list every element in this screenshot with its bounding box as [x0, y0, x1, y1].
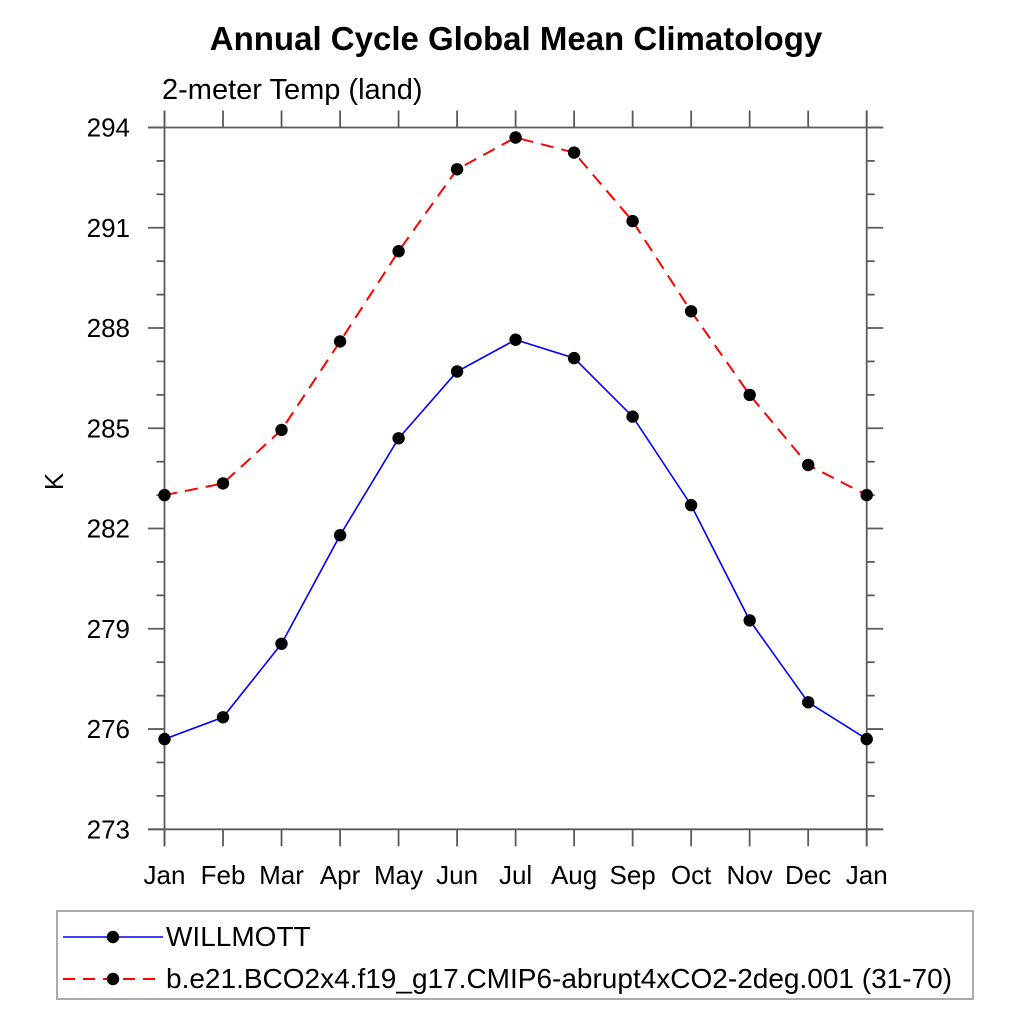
data-point: [216, 711, 230, 724]
x-tick-label: Mar: [259, 860, 304, 890]
data-point: [743, 614, 756, 627]
data-point: [743, 388, 756, 402]
x-tick-label: Jul: [499, 860, 532, 890]
data-point: [860, 488, 873, 502]
y-tick-label: 294: [87, 113, 130, 143]
data-point: [275, 637, 288, 650]
y-tick-label: 279: [87, 614, 130, 644]
series-line-1: [164, 136, 868, 497]
legend-line-sample-red-dashed-icon: [63, 972, 163, 986]
legend-sample-marker: [106, 972, 120, 986]
data-point: [275, 423, 288, 437]
legend-label: b.e21.BCO2x4.f19_g17.CMIP6-abrupt4xCO2-2…: [166, 963, 953, 994]
data-point: [392, 245, 405, 258]
data-point: [509, 131, 522, 144]
data-point: [802, 458, 815, 472]
x-tick-label: Aug: [551, 860, 597, 890]
legend-sample-marker: [106, 930, 120, 944]
y-tick-label: 273: [87, 814, 130, 844]
data-point: [509, 333, 522, 346]
x-tick-label: Oct: [671, 860, 712, 890]
data-point: [626, 214, 639, 228]
chart-title: Annual Cycle Global Mean Climatology: [209, 20, 823, 57]
data-point: [684, 498, 698, 512]
data-point: [333, 335, 347, 348]
legend-item-model: b.e21.BCO2x4.f19_g17.CMIP6-abrupt4xCO2-2…: [61, 965, 952, 993]
y-tick-label: 291: [87, 213, 130, 243]
y-tick-label: 285: [87, 413, 130, 443]
x-tick-label: Nov: [727, 860, 773, 890]
data-point: [450, 163, 464, 176]
data-point: [216, 477, 230, 490]
legend: WILLMOTT b.e21.BCO2x4.f19_g17.CMIP6-abru…: [56, 910, 974, 1000]
y-tick-label: 276: [87, 714, 130, 744]
legend-label: WILLMOTT: [166, 921, 311, 952]
x-tick-label: Jan: [846, 860, 888, 890]
y-tick-label: 282: [87, 514, 130, 544]
data-point: [333, 529, 347, 542]
x-tick-label: Jan: [144, 860, 186, 890]
data-point: [158, 732, 171, 746]
data-point: [802, 696, 815, 709]
y-tick-label: 288: [87, 313, 130, 343]
data-point: [567, 146, 581, 159]
series-line-0: [164, 338, 868, 740]
x-tick-label: Apr: [320, 860, 361, 890]
legend-item-willmott: WILLMOTT: [61, 923, 311, 951]
x-tick-label: Feb: [201, 860, 246, 890]
data-point: [158, 488, 171, 502]
data-point: [626, 410, 639, 423]
x-tick-label: May: [374, 860, 423, 890]
legend-line-sample-blue-solid-icon: [63, 930, 163, 944]
x-tick-label: Jun: [436, 860, 478, 890]
chart-subtitle: 2-meter Temp (land): [162, 74, 423, 106]
x-tick-label: Sep: [610, 860, 656, 890]
data-point: [392, 432, 405, 445]
data-point: [567, 351, 581, 365]
x-tick-label: Dec: [785, 860, 831, 890]
data-point: [684, 305, 698, 318]
data-point: [450, 365, 464, 378]
data-point: [860, 732, 873, 746]
